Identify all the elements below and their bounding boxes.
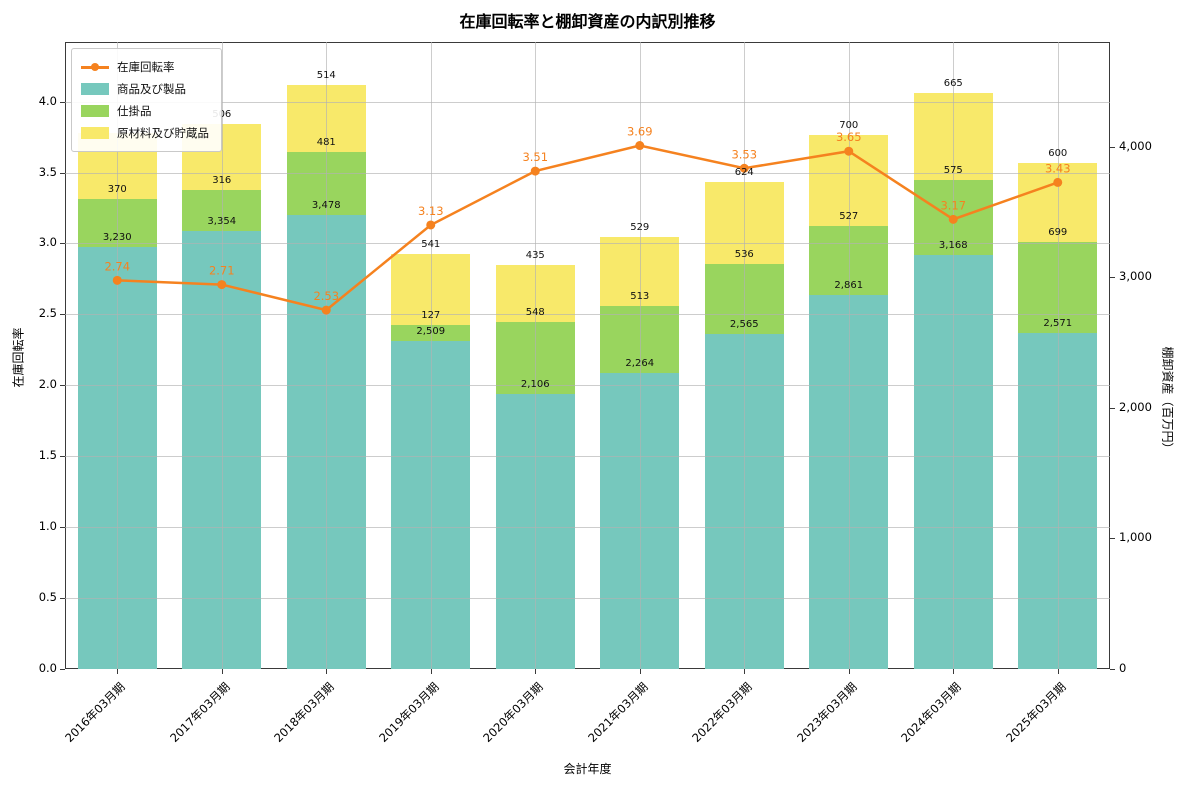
bar-segment-仕掛品 bbox=[1018, 241, 1098, 334]
x-axis-tick-mark bbox=[639, 669, 641, 674]
y-axis-right-tick-mark bbox=[1110, 277, 1115, 279]
x-axis-tick-label: 2023年03月期 bbox=[794, 679, 860, 746]
y-axis-left-tick-label: 0.0 bbox=[38, 661, 57, 675]
legend-label: 商品及び製品 bbox=[117, 82, 186, 96]
chart-title: 在庫回転率と棚卸資産の内訳別推移 bbox=[459, 12, 716, 31]
bar-segment-仕掛品 bbox=[704, 263, 784, 334]
legend-label: 在庫回転率 bbox=[117, 60, 175, 74]
x-axis-tick-mark bbox=[1057, 669, 1059, 674]
bar-segment-原材料及び貯蔵品 bbox=[704, 182, 784, 264]
legend-line-sample-icon bbox=[81, 61, 109, 73]
bar-segment-仕掛品 bbox=[391, 324, 471, 342]
y-axis-left-tick-label: 1.0 bbox=[38, 519, 57, 534]
bar-segment-商品及び製品 bbox=[913, 255, 993, 669]
x-axis-tick-mark bbox=[535, 669, 537, 674]
y-axis-left-tick-mark bbox=[60, 527, 65, 529]
x-axis-tick-mark bbox=[117, 669, 119, 674]
y-axis-right-tick-mark bbox=[1110, 538, 1115, 540]
x-axis-tick-label: 2021年03月期 bbox=[585, 679, 651, 746]
y-axis-left-tick-mark bbox=[60, 456, 65, 458]
bar-segment-原材料及び貯蔵品 bbox=[391, 254, 471, 325]
bar-segment-商品及び製品 bbox=[600, 373, 680, 669]
y-axis-left-tick-mark bbox=[60, 172, 65, 174]
x-axis-tick-label: 2025年03月期 bbox=[1003, 679, 1069, 746]
y-axis-left-tick-label: 0.5 bbox=[38, 590, 57, 605]
y-axis-left-tick-mark bbox=[60, 598, 65, 600]
y-axis-right-tick-mark bbox=[1110, 146, 1115, 148]
bar-segment-商品及び製品 bbox=[809, 295, 889, 669]
bar-segment-仕掛品 bbox=[600, 306, 680, 374]
x-axis-title: 会計年度 bbox=[563, 762, 612, 776]
y-axis-left-tick-label: 1.5 bbox=[38, 448, 57, 463]
bar-segment-仕掛品 bbox=[809, 226, 889, 296]
y-axis-left-tick-mark bbox=[60, 101, 65, 103]
x-axis-tick-mark bbox=[744, 669, 746, 674]
legend-label: 仕掛品 bbox=[117, 104, 152, 118]
bar-segment-商品及び製品 bbox=[286, 214, 366, 669]
bar-segment-原材料及び貯蔵品 bbox=[600, 237, 680, 307]
plot-area bbox=[65, 42, 1110, 669]
bar-segment-原材料及び貯蔵品 bbox=[809, 135, 889, 227]
bar-segment-原材料及び貯蔵品 bbox=[1018, 163, 1098, 242]
y-axis-right-tick-label: 0 bbox=[1119, 661, 1127, 675]
x-axis-tick-mark bbox=[848, 669, 850, 674]
y-axis-left-tick-label: 2.0 bbox=[38, 377, 57, 392]
y-axis-left-tick-mark bbox=[60, 314, 65, 316]
bar-segment-仕掛品 bbox=[182, 189, 262, 231]
x-axis-tick-label: 2017年03月期 bbox=[167, 679, 233, 746]
y-axis-right-tick-mark bbox=[1110, 669, 1115, 670]
y-axis-left-tick-label: 4.0 bbox=[38, 93, 57, 108]
x-axis-tick-label: 2022年03月期 bbox=[689, 679, 755, 746]
legend-swatch-icon bbox=[81, 127, 109, 139]
x-axis-tick-label: 2024年03月期 bbox=[898, 679, 964, 746]
legend-item-line: 在庫回転率 bbox=[81, 56, 209, 78]
y-axis-right-tick-label: 1,000 bbox=[1119, 530, 1152, 545]
bar-segment-商品及び製品 bbox=[704, 333, 784, 669]
y-axis-left-tick-mark bbox=[60, 243, 65, 245]
y-axis-left-tick-label: 2.5 bbox=[38, 306, 57, 321]
x-axis-tick-mark bbox=[953, 669, 955, 674]
bar-segment-商品及び製品 bbox=[391, 341, 471, 669]
x-axis-tick-label: 2016年03月期 bbox=[62, 679, 128, 746]
bar-segment-商品及び製品 bbox=[77, 247, 157, 669]
y-axis-left-tick-mark bbox=[60, 385, 65, 387]
bar-segment-商品及び製品 bbox=[1018, 333, 1098, 669]
x-axis-tick-mark bbox=[221, 669, 223, 674]
bar-segment-仕掛品 bbox=[77, 198, 157, 248]
y-axis-left-tick-mark bbox=[60, 669, 65, 670]
y-axis-left-tick-label: 3.5 bbox=[38, 164, 57, 179]
x-axis-tick-mark bbox=[326, 669, 328, 674]
y-axis-left-tick-label: 3.0 bbox=[38, 235, 57, 250]
bar-segment-原材料及び貯蔵品 bbox=[495, 265, 575, 323]
bar-segment-仕掛品 bbox=[913, 180, 993, 256]
legend-swatch-icon bbox=[81, 83, 109, 95]
legend-swatch-icon bbox=[81, 105, 109, 117]
legend-label: 原材料及び貯蔵品 bbox=[117, 126, 209, 140]
bar-segment-仕掛品 bbox=[495, 322, 575, 394]
y-axis-right-tick-label: 3,000 bbox=[1119, 269, 1152, 284]
bar-segment-原材料及び貯蔵品 bbox=[913, 93, 993, 181]
x-axis-tick-label: 2018年03月期 bbox=[271, 679, 337, 746]
bar-segment-仕掛品 bbox=[286, 151, 366, 215]
legend: 在庫回転率 商品及び製品 仕掛品 原材料及び貯蔵品 bbox=[71, 48, 222, 152]
y-axis-right-tick-label: 2,000 bbox=[1119, 399, 1152, 414]
legend-item-products: 商品及び製品 bbox=[81, 78, 209, 100]
y-axis-right-tick-label: 4,000 bbox=[1119, 138, 1152, 153]
legend-item-wip: 仕掛品 bbox=[81, 100, 209, 122]
x-axis-tick-label: 2019年03月期 bbox=[376, 679, 442, 746]
bar-segment-原材料及び貯蔵品 bbox=[286, 84, 366, 152]
x-axis-tick-label: 2020年03月期 bbox=[480, 679, 546, 746]
bar-segment-商品及び製品 bbox=[182, 230, 262, 669]
y-axis-right-tick-mark bbox=[1110, 407, 1115, 409]
bar-segment-商品及び製品 bbox=[495, 393, 575, 669]
x-axis-tick-mark bbox=[430, 669, 432, 674]
legend-item-raw-materials: 原材料及び貯蔵品 bbox=[81, 122, 209, 144]
